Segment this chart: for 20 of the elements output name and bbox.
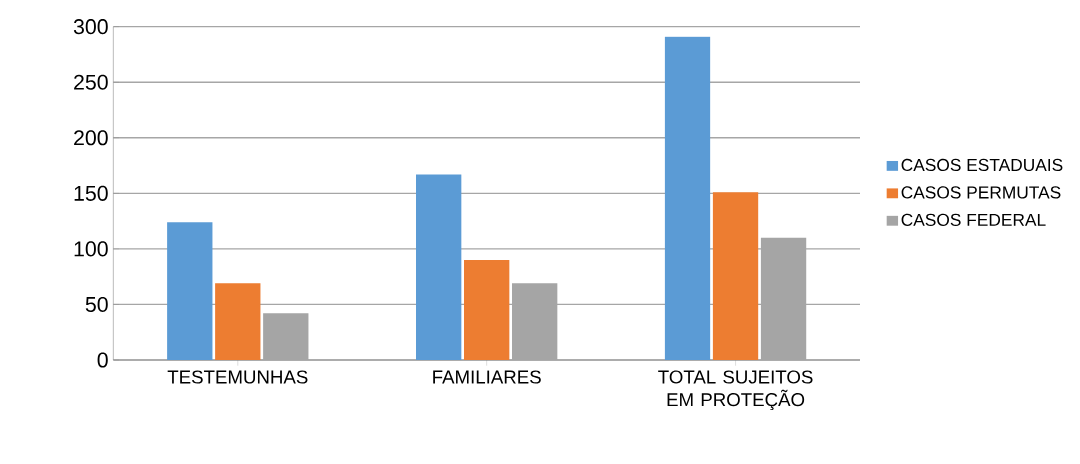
bar: [664, 36, 711, 360]
y-tick-label: 50: [85, 296, 108, 312]
x-tick-label: TOTAL SUJEITOS EM PROTEÇÃO: [658, 370, 813, 411]
bar: [263, 313, 309, 360]
y-tick-label: 100: [74, 241, 108, 257]
y-tick-label: 300: [73, 19, 108, 35]
y-tick-label: 150: [74, 185, 108, 201]
bar: [464, 260, 510, 360]
y-tick-label: 250: [74, 74, 108, 90]
y-tick-label: 0: [97, 352, 108, 368]
legend-label: CASOS FEDERAL: [901, 213, 1046, 226]
x-tick-label: FAMILIARES: [433, 370, 541, 384]
bar: [167, 222, 213, 360]
x-tick-label: TESTEMUNHAS: [167, 370, 308, 384]
legend-label: CASOS ESTADUAIS: [901, 158, 1063, 172]
bar: [416, 174, 462, 360]
legend-label: CASOS PERMUTAS: [901, 186, 1061, 199]
bar: [215, 283, 261, 360]
bar: [712, 192, 759, 360]
y-tick-label: 200: [74, 130, 108, 146]
